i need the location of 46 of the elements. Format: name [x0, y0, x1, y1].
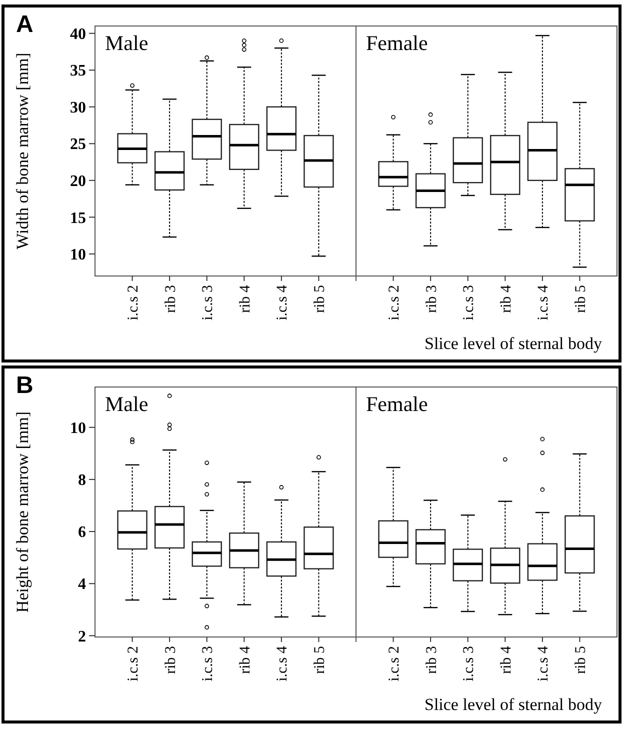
- x-tick-label: i.c.s 2: [386, 285, 403, 320]
- y-tick-label: 6: [78, 524, 86, 542]
- y-tick-label: 10: [70, 420, 86, 437]
- annotation: Male: [105, 31, 148, 55]
- x-axis-title: Slice level of sternal body: [424, 695, 602, 714]
- y-tick-label: 35: [70, 62, 86, 80]
- x-tick-label: rib 4: [498, 646, 514, 674]
- y-tick-label: 20: [70, 173, 86, 190]
- y-tick-label: 25: [70, 136, 86, 154]
- x-tick-label: rib 4: [237, 646, 254, 674]
- y-tick-label: 30: [70, 99, 86, 116]
- y-tick-label: 8: [78, 472, 86, 490]
- x-tick-label: rib 4: [498, 284, 514, 313]
- x-tick-label: i.c.s 3: [200, 646, 216, 682]
- annotation: Male: [105, 392, 148, 416]
- x-axis-title: Slice level of sternal body: [424, 334, 602, 353]
- chart-title: B: [16, 372, 34, 399]
- x-tick-label: rib 3: [424, 285, 440, 313]
- x-tick-label: rib 5: [312, 646, 328, 674]
- chart-title: A: [16, 11, 34, 38]
- annotation: Female: [366, 31, 428, 55]
- x-tick-label: rib 5: [572, 285, 589, 313]
- x-tick-label: rib 3: [162, 285, 179, 313]
- x-tick-label: i.c.s 3: [461, 646, 478, 682]
- x-tick-label: rib 4: [237, 284, 254, 313]
- y-tick-label: 10: [70, 246, 86, 264]
- x-tick-label: i.c.s 3: [461, 285, 478, 320]
- x-tick-label: rib 3: [162, 646, 179, 674]
- x-tick-label: i.c.s 4: [274, 646, 291, 682]
- x-tick-label: i.c.s 4: [536, 284, 552, 320]
- y-axis-title: Width of bone marrow [mm]: [13, 52, 32, 250]
- x-tick-label: i.c.s 2: [126, 646, 142, 682]
- y-tick-label: 15: [70, 210, 86, 227]
- x-tick-label: i.c.s 2: [386, 646, 403, 682]
- y-tick-label: 40: [70, 26, 86, 43]
- x-tick-label: i.c.s 3: [200, 285, 216, 320]
- x-tick-label: rib 5: [572, 646, 589, 674]
- x-tick-label: rib 5: [312, 285, 328, 313]
- x-tick-label: i.c.s 4: [536, 646, 552, 682]
- x-tick-label: rib 3: [424, 646, 440, 674]
- y-tick-label: 4: [78, 576, 86, 594]
- x-tick-label: i.c.s 4: [274, 284, 291, 320]
- x-tick-label: i.c.s 2: [126, 285, 142, 320]
- y-tick-label: 2: [78, 628, 86, 646]
- annotation: Female: [366, 392, 428, 416]
- y-axis-title: Height of bone marrow [mm]: [13, 411, 32, 613]
